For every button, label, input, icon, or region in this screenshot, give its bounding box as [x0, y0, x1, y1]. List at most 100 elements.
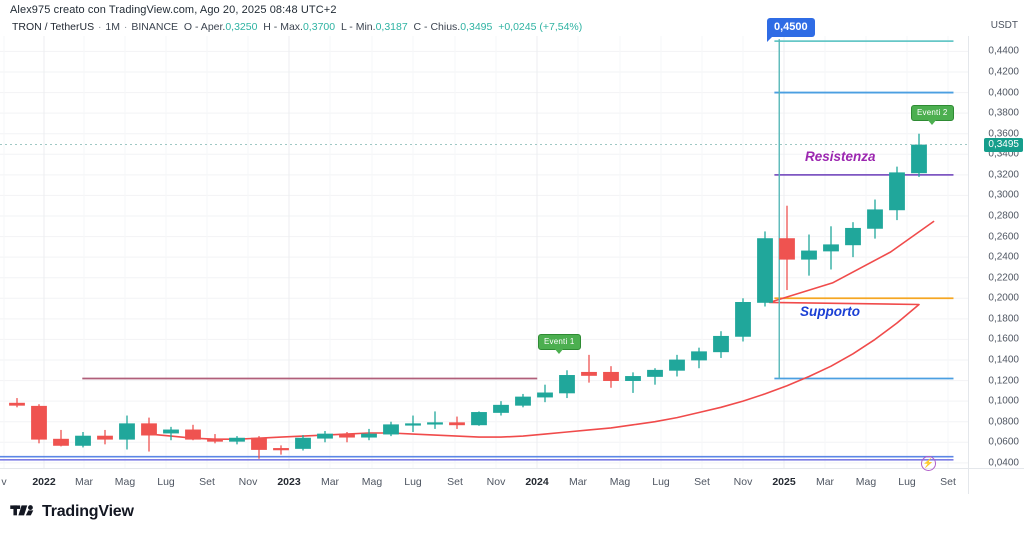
time-tick: Nov [733, 476, 753, 488]
watermark-attribution: Alex975 creato con TradingView.com, Ago … [10, 4, 337, 16]
candle-body [119, 423, 135, 440]
annotation-supporto[interactable]: Supporto [800, 304, 860, 319]
candle-body [471, 412, 487, 426]
candle-body [31, 405, 47, 440]
legend-high-value: 0,3700 [302, 21, 336, 33]
candle-body [735, 301, 751, 337]
candle-body [757, 238, 773, 303]
candle-body [97, 435, 113, 440]
footer: TradingView [0, 494, 1024, 534]
time-tick: Lug [898, 476, 916, 488]
candle-body [339, 433, 355, 438]
target-price-bubble-tail [767, 33, 776, 42]
legend-exchange: BINANCE [131, 21, 179, 33]
time-tick: Mag [361, 476, 383, 488]
legend-change-pct: (+7,54%) [539, 21, 583, 33]
tradingview-logo-text: TradingView [42, 503, 134, 520]
price-tick: 0,2600 [988, 231, 1019, 243]
time-tick: 2024 [525, 476, 549, 488]
price-tick: 0,3800 [988, 107, 1019, 119]
price-tick: 0,2200 [988, 272, 1019, 284]
candle-body [141, 423, 157, 436]
candle-body [581, 371, 597, 376]
current-price-badge: 0,3495 [984, 137, 1023, 152]
price-tick: 0,1200 [988, 375, 1019, 387]
event-marker-2-tail [927, 119, 937, 125]
candle-body [625, 376, 641, 381]
candle-body [427, 422, 443, 425]
candle-body [9, 402, 25, 406]
time-tick: Lug [652, 476, 670, 488]
candle-body [713, 335, 729, 353]
time-tick: 2025 [772, 476, 796, 488]
time-tick: Set [447, 476, 463, 488]
candle-body [361, 433, 377, 438]
price-tick: 0,0400 [988, 457, 1019, 469]
annotation-resistenza[interactable]: Resistenza [805, 149, 876, 164]
time-tick: Set [940, 476, 956, 488]
candle-body [53, 438, 69, 446]
candle-body [845, 227, 861, 246]
candle-body [405, 423, 421, 426]
candle-body [537, 392, 553, 398]
legend-high-label: H - Max. [263, 21, 303, 33]
price-tick: 0,0600 [988, 436, 1019, 448]
price-tick: 0,3000 [988, 189, 1019, 201]
price-scale-unit: USDT [990, 20, 1018, 31]
time-tick: Mag [855, 476, 877, 488]
candle-body [449, 422, 465, 426]
time-tick: v [1, 476, 7, 488]
chart-legend: TRON / TetherUS · 1M · BINANCE O - Aper.… [12, 21, 583, 33]
price-tick: 0,4400 [988, 45, 1019, 57]
price-tick: 0,2800 [988, 210, 1019, 222]
moving-average-line [148, 220, 935, 440]
candle-body [647, 369, 663, 377]
price-tick: 0,4200 [988, 66, 1019, 78]
candle-body [273, 448, 289, 451]
candle-body [911, 144, 927, 174]
candle-body [251, 437, 267, 450]
candle-body [559, 375, 575, 394]
time-tick: Set [199, 476, 215, 488]
legend-open-label: O - Aper. [183, 21, 226, 33]
candle-body [163, 429, 179, 434]
time-tick: Lug [157, 476, 175, 488]
candlestick-canvas [0, 36, 968, 468]
legend-symbol[interactable]: TRON / TetherUS [12, 21, 95, 33]
zap-icon[interactable]: ⚡ [921, 456, 936, 471]
candle-body [383, 424, 399, 435]
candle-body [867, 209, 883, 229]
candle-body [691, 351, 707, 361]
candle-body [295, 437, 311, 449]
time-tick: Mar [74, 476, 94, 488]
tradingview-logo[interactable]: TradingView [10, 503, 134, 521]
price-tick: 0,2400 [988, 251, 1019, 263]
target-price-bubble[interactable]: 0,4500 [767, 18, 815, 37]
price-tick: 0,1600 [988, 333, 1019, 345]
time-tick: Mag [114, 476, 136, 488]
legend-low-value: 0,3187 [375, 21, 408, 33]
time-tick: Nov [238, 476, 258, 488]
candle-body [801, 250, 817, 260]
time-tick: Mar [320, 476, 340, 488]
price-tick: 0,3400 [988, 148, 1019, 160]
candle-body [779, 238, 795, 260]
price-scale[interactable]: USDT 0,4400 0,4200 0,4000 0,3800 0,3600 0,340… [968, 20, 1024, 469]
legend-interval[interactable]: 1M [105, 21, 121, 33]
time-tick: Mar [815, 476, 835, 488]
legend-close-value: 0,3495 [460, 21, 493, 33]
time-tick: Set [694, 476, 710, 488]
legend-open-value: 0,3250 [225, 21, 258, 33]
chart-plot-area[interactable] [0, 36, 968, 468]
candle-body [493, 404, 509, 413]
candle-body [229, 437, 245, 442]
price-tick: 0,4000 [988, 87, 1019, 99]
candle-body [185, 429, 201, 440]
candle-body [823, 244, 839, 252]
price-tick: 0,1000 [988, 395, 1019, 407]
time-scale[interactable]: v 2022 Mar Mag Lug Set Nov 2023 Mar Mag Lug Set Nov 2… [0, 468, 968, 494]
price-tick: 0,2000 [988, 292, 1019, 304]
candle-body [207, 438, 223, 442]
legend-change-abs: +0,0245 [498, 21, 537, 33]
